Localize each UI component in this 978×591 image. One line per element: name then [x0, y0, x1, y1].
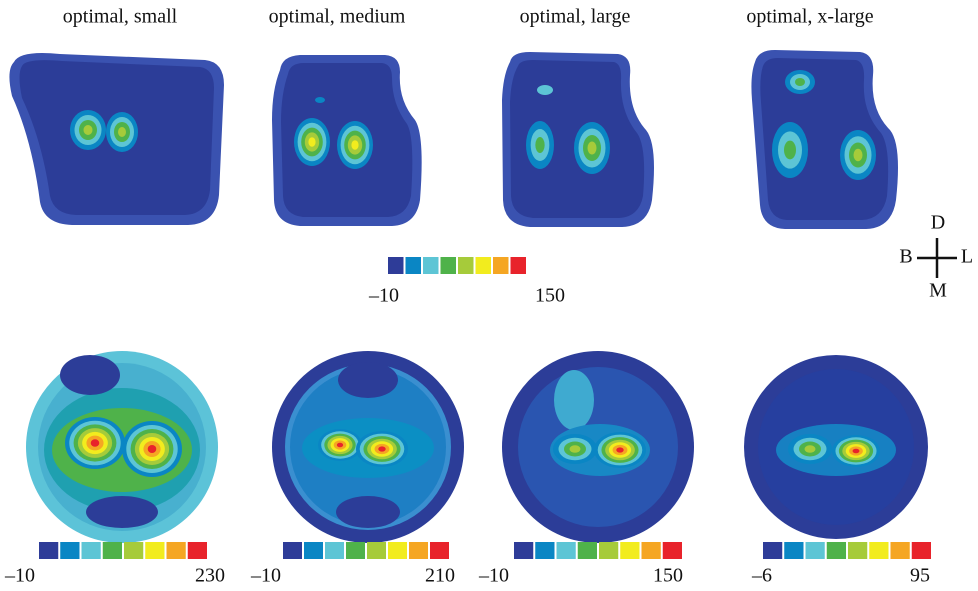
colorbar-swatch	[325, 542, 344, 559]
contour	[853, 449, 860, 454]
colorbar-swatch	[535, 542, 554, 559]
contour	[854, 149, 863, 162]
colorbar-swatch	[406, 257, 422, 274]
contour	[148, 445, 157, 453]
contour	[351, 140, 358, 150]
titles: optimal, small optimal, medium optimal, …	[63, 6, 874, 28]
orientation-compass: D B L M	[899, 212, 973, 302]
colorbar-swatch	[409, 542, 428, 559]
colorbar-swatch	[60, 542, 79, 559]
panel-title: optimal, small	[63, 6, 178, 28]
contour	[588, 142, 597, 155]
colorbar-max: 210	[425, 565, 455, 586]
panel-title: optimal, large	[520, 6, 631, 28]
colorbar-swatch	[423, 257, 439, 274]
colorbar-swatch	[891, 542, 910, 559]
colorbar-min: –10	[250, 565, 281, 586]
contour	[315, 97, 325, 103]
colorbar	[283, 542, 449, 559]
contour	[337, 443, 343, 448]
direction-label: D	[931, 212, 945, 234]
colorbar	[388, 257, 526, 274]
contour	[616, 447, 623, 452]
colorbar-max: 230	[195, 565, 225, 586]
contour	[537, 85, 553, 95]
colorbar-swatch	[367, 542, 386, 559]
colorbar-swatch	[557, 542, 576, 559]
colorbar-swatch	[848, 542, 867, 559]
panel-title: optimal, medium	[269, 6, 406, 28]
colorbar-swatch	[599, 542, 618, 559]
colorbar-swatch	[167, 542, 186, 559]
contour	[84, 125, 93, 135]
colorbar-min: –10	[478, 565, 509, 586]
colorbar-swatch	[441, 257, 457, 274]
colorbar-max: 150	[535, 285, 565, 307]
colorbar-swatch	[578, 542, 597, 559]
colorbar-swatch	[430, 542, 449, 559]
direction-label: M	[929, 280, 947, 302]
colorbar-swatch	[124, 542, 143, 559]
direction-label: B	[899, 246, 912, 268]
contour	[784, 141, 796, 160]
colorbar	[763, 542, 931, 559]
colorbar-swatch	[511, 257, 527, 274]
contour	[308, 137, 315, 147]
colorbar-swatch	[82, 542, 101, 559]
colorbar-swatch	[620, 542, 639, 559]
colorbar	[39, 542, 207, 559]
colorbar-swatch	[388, 542, 407, 559]
colorbar-swatch	[827, 542, 846, 559]
colorbar-swatch	[476, 257, 492, 274]
colorbar-max: 150	[653, 565, 683, 586]
colorbar	[514, 542, 682, 559]
colorbar-swatch	[642, 542, 661, 559]
colorbar-min: –10	[368, 285, 399, 307]
colorbar-swatch	[39, 542, 58, 559]
colorbar-swatch	[103, 542, 122, 559]
contour	[805, 445, 816, 453]
contour	[795, 78, 805, 86]
colorbar-swatch	[514, 542, 533, 559]
contour	[91, 439, 100, 446]
colorbar-swatch	[346, 542, 365, 559]
direction-label: L	[961, 246, 973, 268]
colorbar-min: –10	[4, 565, 35, 586]
colorbar-swatch	[304, 542, 323, 559]
colorbar-max: 95	[910, 565, 930, 586]
colorbar-swatch	[493, 257, 509, 274]
colorbar-swatch	[784, 542, 803, 559]
contour	[570, 445, 581, 453]
contour	[118, 127, 126, 137]
colorbar-swatch	[912, 542, 931, 559]
colorbar-swatch	[145, 542, 164, 559]
colorbar-swatch	[388, 257, 404, 274]
colorbar-swatch	[663, 542, 682, 559]
colorbar-swatch	[806, 542, 825, 559]
colorbar-min: –6	[751, 565, 772, 586]
panel-title: optimal, x-large	[746, 6, 873, 28]
contour	[535, 137, 544, 153]
figure: optimal, small optimal, medium optimal, …	[0, 0, 978, 586]
colorbar-swatch	[869, 542, 888, 559]
colorbar-swatch	[458, 257, 474, 274]
colorbar-swatch	[283, 542, 302, 559]
colorbar-swatch	[763, 542, 782, 559]
contour	[378, 446, 385, 451]
colorbar-swatch	[188, 542, 207, 559]
